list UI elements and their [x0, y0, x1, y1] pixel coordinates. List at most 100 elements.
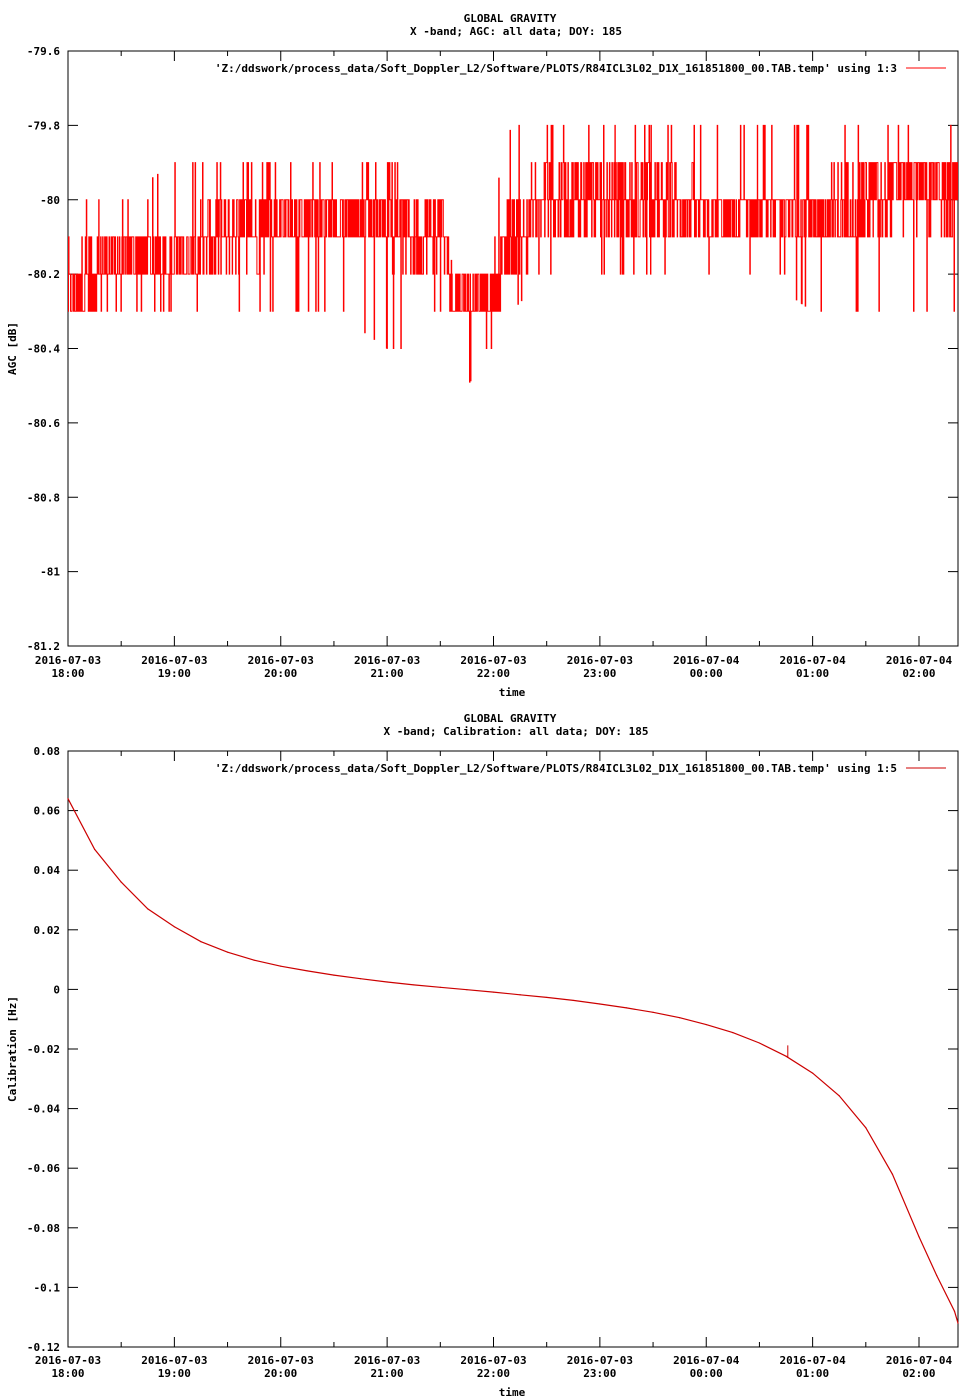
- calibration-point: [226, 951, 229, 953]
- calibration-point: [732, 1032, 734, 1034]
- x-tick-time-label: 18:00: [51, 1367, 84, 1380]
- calibration-point: [918, 1236, 920, 1238]
- y-tick-label: -81.2: [27, 640, 60, 653]
- x-tick-date-label: 2016-07-04: [780, 654, 847, 667]
- calibration-point: [67, 798, 69, 800]
- x-tick-time-label: 22:00: [477, 667, 510, 680]
- legend-label: 'Z:/ddswork/process_data/Soft_Doppler_L2…: [215, 62, 897, 75]
- y-tick-label: -80.8: [27, 491, 60, 504]
- calibration-point: [386, 981, 388, 983]
- x-tick-date-label: 2016-07-03: [354, 1354, 420, 1367]
- y-tick-label: -81: [40, 566, 60, 579]
- x-tick-time-label: 21:00: [371, 1367, 404, 1380]
- calibration-point: [466, 989, 468, 991]
- calibration-point: [957, 1322, 959, 1324]
- x-tick-date-label: 2016-07-03: [567, 1354, 633, 1367]
- chart-subtitle: X -band; AGC: all data; DOY: 185: [410, 25, 622, 38]
- y-tick-label: 0.06: [34, 805, 61, 818]
- calibration-point: [865, 1127, 867, 1129]
- y-tick-label: -80.6: [27, 417, 60, 430]
- x-tick-date-label: 2016-07-03: [248, 654, 314, 667]
- calibration-point: [891, 1173, 894, 1175]
- agc-line: [68, 124, 958, 383]
- calibration-point: [439, 986, 441, 988]
- y-tick-label: 0.08: [34, 745, 61, 758]
- series-agc: [68, 124, 958, 383]
- calibration-point: [333, 974, 335, 976]
- calibration-point: [936, 1274, 938, 1277]
- calibration-point: [280, 965, 282, 967]
- x-tick-date-label: 2016-07-04: [673, 654, 740, 667]
- y-tick-label: -79.6: [27, 45, 60, 58]
- calibration-point: [785, 1055, 787, 1057]
- calibration-point: [93, 848, 96, 850]
- y-tick-label: 0: [53, 983, 60, 996]
- plot-frame: [67, 750, 959, 1348]
- x-axis-label: time: [499, 686, 526, 699]
- x-tick-time-label: 01:00: [796, 667, 829, 680]
- calibration-point: [147, 908, 149, 910]
- x-tick-time-label: 19:00: [158, 1367, 191, 1380]
- chart-subtitle: X -band; Calibration: all data; DOY: 185: [384, 725, 649, 738]
- calibration-point: [200, 941, 202, 943]
- calibration-point: [953, 1310, 956, 1312]
- calibration-point: [173, 926, 175, 928]
- x-tick-time-label: 20:00: [264, 1367, 297, 1380]
- calibration-point: [492, 991, 495, 993]
- x-tick-date-label: 2016-07-03: [354, 654, 420, 667]
- y-axis-label: Calibration [Hz]: [6, 996, 19, 1102]
- x-tick-time-label: 00:00: [690, 667, 723, 680]
- calibration-point: [413, 984, 415, 986]
- x-tick-time-label: 21:00: [371, 667, 404, 680]
- x-tick-time-label: 02:00: [902, 1367, 935, 1380]
- calibration-line: [67, 798, 959, 1324]
- x-axis-label: time: [499, 1386, 526, 1399]
- x-tick-time-label: 01:00: [796, 1367, 829, 1380]
- chart-title: GLOBAL GRAVITY: [464, 12, 557, 25]
- plot-frame: [67, 50, 959, 647]
- x-tick-date-label: 2016-07-04: [886, 654, 953, 667]
- calibration-point: [599, 1003, 601, 1005]
- y-tick-label: -80.2: [27, 268, 60, 281]
- y-tick-label: -0.06: [27, 1162, 60, 1175]
- calibration-point: [519, 994, 521, 996]
- x-tick-date-label: 2016-07-04: [886, 1354, 953, 1367]
- calibration-point: [838, 1095, 840, 1097]
- calibration-point: [652, 1011, 654, 1013]
- y-tick-label: -79.8: [27, 119, 60, 132]
- calibration-point: [758, 1042, 761, 1044]
- x-tick-time-label: 23:00: [583, 667, 616, 680]
- x-tick-time-label: 00:00: [690, 1367, 723, 1380]
- legend-label: 'Z:/ddswork/process_data/Soft_Doppler_L2…: [215, 762, 897, 775]
- y-tick-label: 0.02: [34, 924, 61, 937]
- calibration-point: [679, 1017, 681, 1019]
- x-tick-date-label: 2016-07-04: [673, 1354, 740, 1367]
- calibration-point: [120, 881, 122, 883]
- x-tick-time-label: 23:00: [583, 1367, 616, 1380]
- x-tick-date-label: 2016-07-03: [248, 1354, 314, 1367]
- x-tick-date-label: 2016-07-03: [141, 1354, 207, 1367]
- calibration-point: [306, 970, 308, 972]
- calibration-point: [705, 1023, 707, 1026]
- x-tick-time-label: 22:00: [477, 1367, 510, 1380]
- calibration-point: [625, 1007, 628, 1009]
- chart-title: GLOBAL GRAVITY: [464, 712, 557, 725]
- x-tick-date-label: 2016-07-03: [35, 1354, 101, 1367]
- x-tick-date-label: 2016-07-03: [35, 654, 101, 667]
- x-tick-time-label: 18:00: [51, 667, 84, 680]
- calibration-point: [359, 978, 362, 980]
- x-tick-date-label: 2016-07-03: [567, 654, 633, 667]
- x-tick-date-label: 2016-07-03: [141, 654, 207, 667]
- y-tick-label: 0.04: [34, 864, 61, 877]
- y-tick-label: -80.4: [27, 343, 60, 356]
- x-tick-date-label: 2016-07-03: [460, 1354, 526, 1367]
- y-tick-label: -80: [40, 194, 60, 207]
- calibration-point: [253, 959, 255, 961]
- calibration-point: [572, 999, 574, 1002]
- y-tick-label: -0.02: [27, 1043, 60, 1056]
- x-tick-time-label: 02:00: [902, 667, 935, 680]
- y-tick-label: -0.1: [34, 1281, 61, 1294]
- y-tick-label: -0.08: [27, 1222, 60, 1235]
- y-tick-label: -0.12: [27, 1341, 60, 1354]
